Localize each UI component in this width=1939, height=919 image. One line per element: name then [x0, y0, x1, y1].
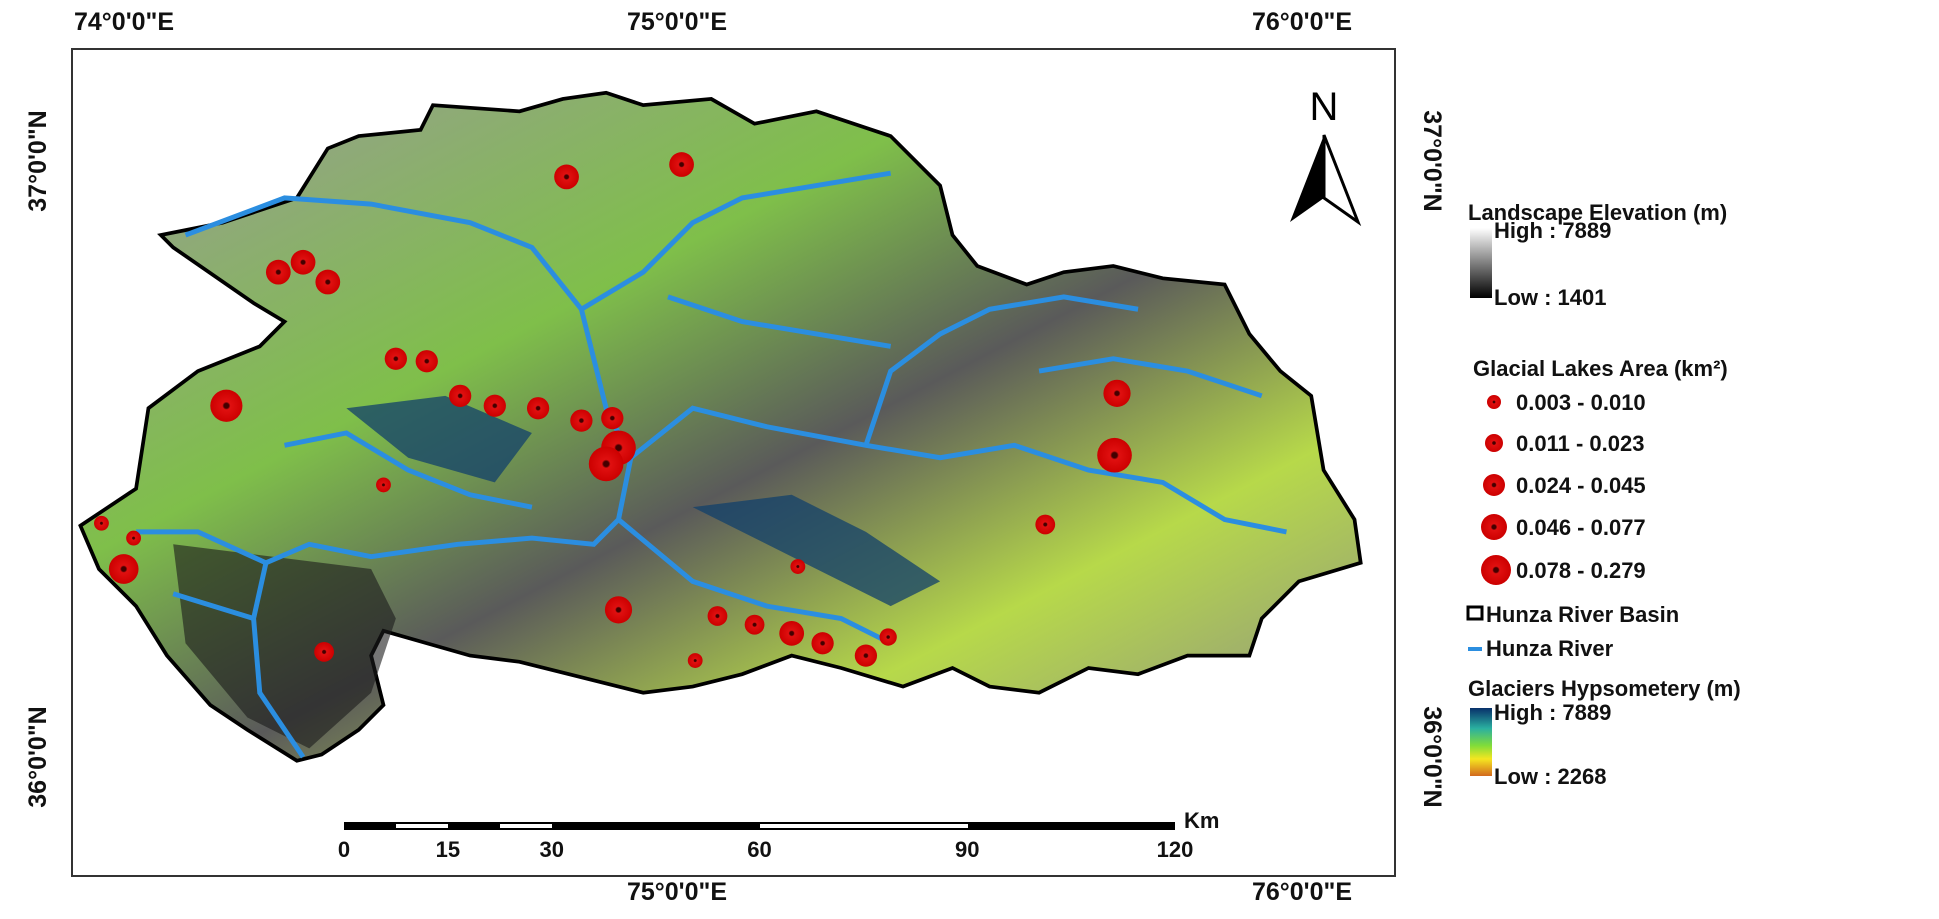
legend-label: 0.003 - 0.010: [1516, 390, 1646, 415]
legend-title: Glaciers Hypsometery (m): [1468, 676, 1741, 701]
elevation-ramp: [1470, 228, 1492, 298]
legend-label: High : 7889: [1494, 700, 1611, 725]
legend-label: 0.078 - 0.279: [1516, 558, 1646, 583]
glacier-ramp: [1470, 708, 1492, 776]
legend-label: 0.024 - 0.045: [1516, 473, 1646, 498]
legend-label: Hunza River: [1486, 636, 1614, 661]
scale-tick-label: 0: [338, 837, 350, 862]
coord-label: 76°0'0"E: [1252, 8, 1352, 36]
legend-label: High : 7889: [1494, 218, 1611, 243]
legend-label: Low : 1401: [1494, 285, 1606, 310]
legend-title: Landscape Elevation (m): [1468, 200, 1727, 225]
scale-tick-label: 60: [747, 837, 771, 862]
lake-symbol: [1483, 474, 1505, 496]
basin-outline: [78, 90, 1363, 763]
coord-label: 76°0'0"E: [1252, 878, 1352, 906]
basin-map: [78, 90, 1363, 763]
scale-unit: Km: [1184, 808, 1219, 833]
scale-tick-label: 30: [540, 837, 564, 862]
legend-label: Low : 2268: [1494, 764, 1606, 789]
coord-label: 36°0'0"N: [24, 706, 52, 807]
legend-title: Glacial Lakes Area (km²): [1473, 356, 1728, 381]
glacier-zone: [346, 395, 941, 607]
legend-label: 0.011 - 0.023: [1516, 431, 1644, 456]
lake-symbol: [1487, 395, 1501, 409]
coord-label: 37°0'0"N: [24, 110, 52, 211]
coord-label: 37°0'0"N: [1418, 110, 1446, 211]
lake-symbol: [1481, 555, 1511, 585]
scale-bar: Km 0 15 30 60 90 120: [338, 808, 1220, 862]
lake-symbol: [1485, 434, 1503, 452]
basin-symbol: [1466, 605, 1484, 621]
north-arrow: N: [1290, 85, 1362, 227]
coord-label: 75°0'0"E: [627, 878, 727, 906]
lake-symbol: [1481, 514, 1507, 540]
north-label: N: [1310, 85, 1339, 129]
hunza-river: [136, 170, 1287, 759]
glacial-lakes: [94, 152, 1132, 668]
coord-label: 75°0'0"E: [627, 8, 727, 36]
scale-tick-label: 15: [436, 837, 460, 862]
legend-label: 0.046 - 0.077: [1516, 515, 1646, 540]
scale-tick-label: 120: [1157, 837, 1194, 862]
scale-tick-label: 90: [955, 837, 979, 862]
legend-label: Hunza River Basin: [1486, 602, 1679, 627]
coord-label: 74°0'0"E: [74, 8, 174, 36]
dark-valley: [173, 544, 396, 749]
coord-label: 36°0'0"N: [1418, 706, 1446, 807]
legend: Landscape Elevation (m) High : 7889 Low …: [1466, 200, 1741, 789]
